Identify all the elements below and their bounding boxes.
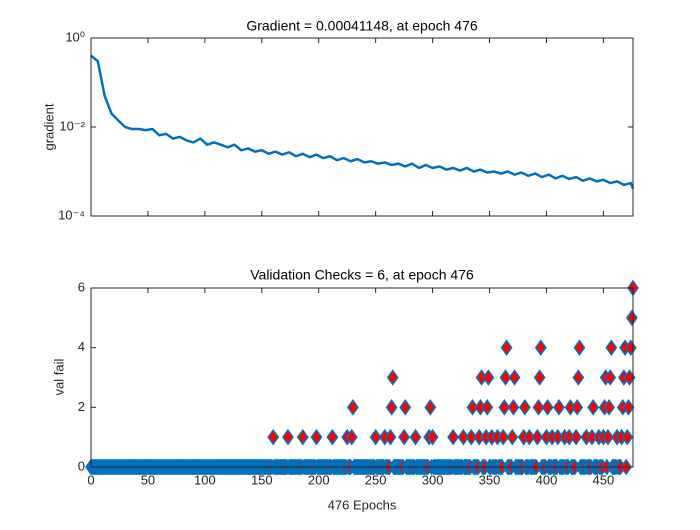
marker: [508, 369, 521, 386]
marker: [326, 428, 339, 446]
marker: [571, 399, 584, 416]
marker: [424, 399, 437, 416]
marker: [604, 369, 617, 386]
marker: [621, 428, 634, 446]
y-axis-label: gradient: [41, 103, 56, 150]
marker: [398, 428, 411, 446]
marker: [267, 428, 280, 446]
x-tick-label: 450: [593, 472, 615, 487]
y-tick-label: 10⁻²: [59, 118, 85, 133]
marker: [531, 428, 544, 446]
marker: [310, 428, 323, 446]
marker: [457, 428, 470, 446]
x-axis-label: 476 Epochs: [328, 497, 397, 512]
marker: [466, 399, 479, 416]
marker: [518, 399, 531, 416]
marker: [481, 399, 494, 416]
x-tick-label: 100: [194, 472, 216, 487]
marker: [533, 369, 546, 386]
x-tick-label: 250: [365, 472, 387, 487]
chart-title: Gradient = 0.00041148, at epoch 476: [246, 18, 478, 34]
marker: [624, 339, 637, 356]
marker: [426, 428, 439, 446]
y-tick-label: 0: [78, 458, 85, 473]
marker: [532, 399, 545, 416]
marker: [506, 428, 519, 446]
marker: [384, 428, 397, 446]
marker: [499, 369, 512, 386]
y-tick-label: 10⁰: [65, 29, 85, 44]
marker: [587, 399, 600, 416]
marker: [541, 399, 554, 416]
marker: [385, 399, 398, 416]
x-tick-label: 400: [536, 472, 558, 487]
marker: [409, 428, 422, 446]
plot-area: [91, 38, 633, 216]
axes-box: [90, 37, 634, 217]
y-tick-label: 4: [78, 339, 85, 354]
marker: [570, 428, 582, 446]
marker: [498, 399, 511, 416]
marker: [465, 428, 478, 446]
marker: [369, 428, 382, 446]
marker: [602, 428, 614, 446]
marker: [346, 399, 359, 416]
marker: [500, 339, 513, 356]
marker: [622, 399, 635, 416]
x-tick-label: 0: [87, 472, 94, 487]
marker: [605, 339, 618, 356]
y-tick-label: 2: [78, 399, 85, 414]
marker: [386, 369, 399, 386]
x-tick-label: 200: [308, 472, 330, 487]
marker: [296, 428, 309, 446]
marker: [345, 428, 358, 446]
marker: [523, 428, 536, 446]
marker: [625, 309, 638, 327]
marker: [534, 339, 547, 356]
marker: [447, 428, 460, 446]
y-tick-label: 6: [78, 279, 85, 294]
y-tick-label: 10⁻⁴: [58, 207, 85, 222]
x-tick-label: 150: [251, 472, 273, 487]
x-tick-label: 50: [141, 472, 155, 487]
y-axis-label: val fail: [51, 358, 66, 395]
marker: [553, 399, 565, 416]
axes-box: [90, 287, 634, 468]
marker: [507, 399, 520, 416]
marker: [603, 399, 616, 416]
x-tick-label: 300: [422, 472, 444, 487]
marker: [282, 428, 294, 446]
marker: [573, 339, 586, 356]
marker: [399, 399, 412, 416]
marker: [572, 369, 585, 386]
gradient-line: [90, 54, 635, 190]
chart-title: Validation Checks = 6, at epoch 476: [250, 267, 474, 283]
marker: [497, 428, 510, 446]
marker: [482, 369, 495, 386]
x-tick-label: 350: [479, 472, 501, 487]
